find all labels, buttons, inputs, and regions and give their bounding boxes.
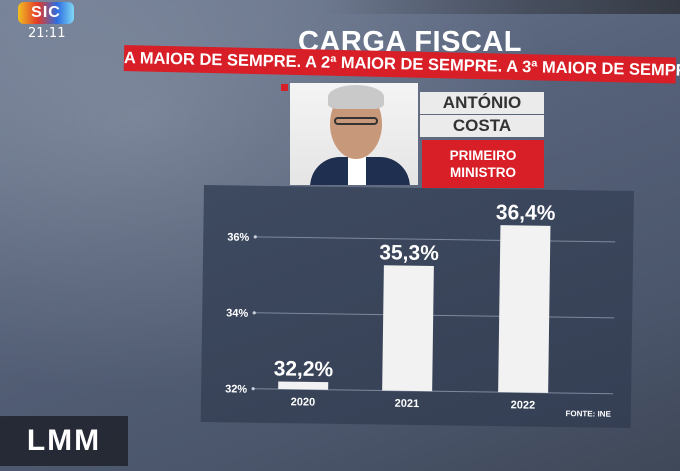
category-label-2021: 2021 — [395, 398, 420, 410]
y-tick-label-34: 34% — [226, 307, 248, 319]
bar-2020 — [278, 381, 329, 390]
value-label-2021: 35,3% — [379, 241, 439, 265]
value-label-2020: 32,2% — [274, 357, 334, 381]
category-label-2022: 2022 — [511, 399, 536, 411]
bar-2022 — [498, 225, 551, 393]
top-shadow-strip — [320, 0, 680, 14]
photo-hair — [328, 85, 384, 109]
person-role: PRIMEIRO MINISTRO — [422, 140, 544, 188]
y-tick-label-36: 36% — [227, 232, 249, 244]
photo-collar — [348, 157, 366, 185]
tick-dot-34 — [252, 311, 256, 315]
channel-logo: SIC — [18, 2, 74, 24]
category-label-2020: 2020 — [291, 396, 316, 408]
gridline-34 — [254, 312, 615, 319]
program-logo: LMM — [0, 416, 128, 466]
bar-chart: 32% 34% 36% 32,2% 2020 35,3% 2021 36,4% 2022 FONT… — [225, 201, 616, 419]
accent-square — [281, 84, 288, 91]
gridline-36 — [255, 236, 616, 243]
program-logo-text: LMM — [26, 424, 102, 457]
broadcast-clock: 21:11 — [28, 26, 66, 41]
tick-dot-36 — [253, 235, 257, 239]
chart-source: FONTE: INE — [565, 409, 611, 419]
tick-dot-32 — [251, 387, 255, 391]
person-last-name: COSTA — [420, 115, 544, 137]
bar-2021 — [382, 265, 434, 392]
role-line-2: MINISTRO — [450, 165, 516, 180]
person-photo — [290, 83, 418, 185]
value-label-2022: 36,4% — [496, 201, 556, 225]
role-line-1: PRIMEIRO — [449, 148, 517, 163]
y-tick-label-32: 32% — [225, 383, 247, 395]
chart-panel: 32% 34% 36% 32,2% 2020 35,3% 2021 36,4% 2022 FONT… — [200, 185, 634, 428]
photo-glasses — [334, 117, 378, 125]
person-first-name: ANTÓNIO — [420, 92, 544, 114]
